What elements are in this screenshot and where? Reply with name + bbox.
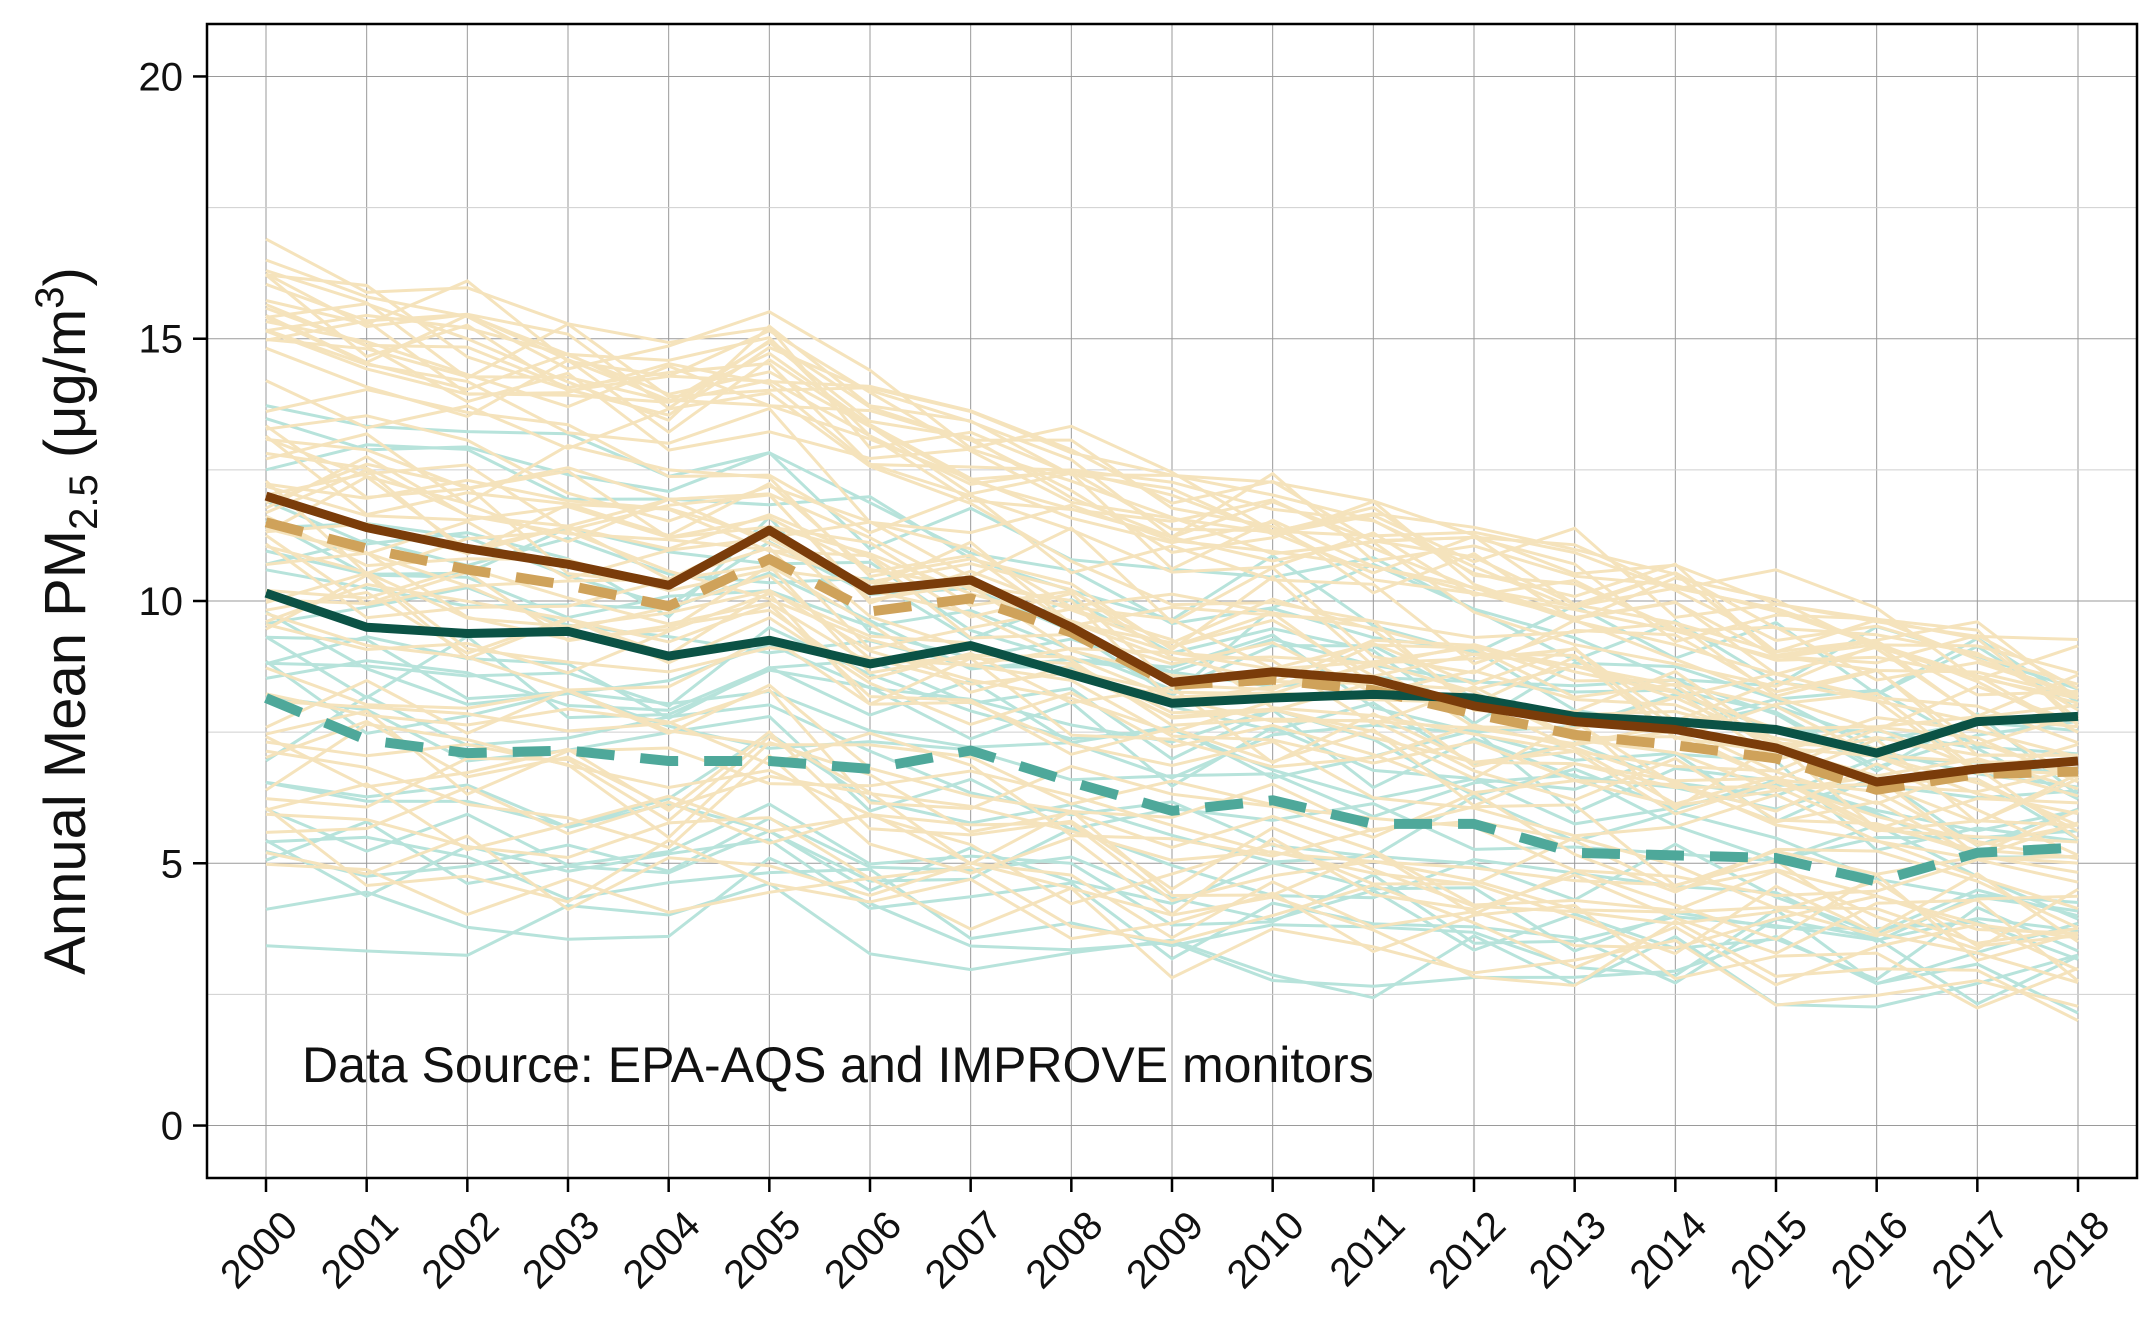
x-tick-label: 2006 bbox=[816, 1203, 910, 1297]
epa-site-line bbox=[265, 258, 2079, 686]
epa-site-line bbox=[265, 379, 2079, 747]
y-tick-label: 15 bbox=[139, 318, 184, 362]
x-tick-label: 2017 bbox=[1923, 1203, 2017, 1297]
epa-site-line bbox=[265, 806, 2079, 1010]
x-tick-label: 2008 bbox=[1017, 1203, 1111, 1297]
y-tick-label: 5 bbox=[161, 842, 183, 886]
summary-series bbox=[264, 491, 2079, 887]
y-axis-label-unit-open: (μg/m bbox=[33, 309, 98, 475]
x-tick-label: 2001 bbox=[313, 1203, 407, 1297]
improve-site-line bbox=[265, 658, 2079, 841]
epa-site-line bbox=[265, 862, 2079, 1008]
epa-site-line bbox=[265, 688, 2079, 898]
data-source-annotation: Data Source: EPA-AQS and IMPROVE monitor… bbox=[302, 1037, 1374, 1093]
epa-site-line bbox=[265, 437, 2079, 776]
x-tick-label: 2011 bbox=[1322, 1203, 1414, 1295]
epa-site-line bbox=[265, 434, 2079, 764]
y-axis-label-unit-close: ) bbox=[33, 267, 98, 286]
y-axis-label: Annual Mean PM2.5 (μg/m3) bbox=[28, 267, 106, 975]
epa-site-line bbox=[265, 834, 2079, 1022]
epa-site-line bbox=[265, 273, 2079, 721]
series-line-epa-aqs-median bbox=[264, 517, 2079, 795]
series-line-improve-median bbox=[264, 693, 2079, 887]
epa-site-line bbox=[265, 782, 2079, 984]
epa-site-lines bbox=[264, 237, 2080, 1022]
epa-site-line bbox=[265, 785, 2079, 972]
epa-site-line bbox=[265, 279, 2079, 682]
epa-site-line bbox=[265, 478, 2079, 776]
epa-site-line bbox=[265, 678, 2079, 930]
epa-site-line bbox=[264, 479, 2079, 825]
x-tick-label: 2013 bbox=[1521, 1203, 1615, 1297]
x-tick-label: 2010 bbox=[1219, 1203, 1313, 1297]
epa-site-line bbox=[265, 692, 2079, 935]
series-line-epa-aqs-mean bbox=[264, 491, 2079, 787]
epa-site-line bbox=[265, 730, 2079, 948]
axes: 0 5 10 15 20 2000 2001 2002 2003 2004 2005 2006 2007… bbox=[139, 55, 2119, 1297]
y-axis-label-superscript: 3 bbox=[28, 287, 72, 309]
epa-site-line bbox=[265, 338, 2079, 718]
epa-site-line bbox=[265, 313, 2079, 712]
x-tick-label: 2007 bbox=[917, 1203, 1011, 1297]
y-tick-label: 0 bbox=[161, 1105, 183, 1149]
epa-site-line bbox=[265, 570, 2079, 861]
x-tick-label: 2003 bbox=[514, 1203, 608, 1297]
x-tick-label: 2002 bbox=[413, 1203, 507, 1297]
epa-site-line bbox=[265, 387, 2079, 757]
epa-site-line bbox=[265, 734, 2079, 963]
x-tick-label: 2004 bbox=[615, 1203, 709, 1297]
epa-site-line bbox=[265, 329, 2079, 734]
y-axis-label-prefix: Annual Mean PM bbox=[33, 530, 98, 975]
x-tick-label: 2012 bbox=[1420, 1203, 1514, 1297]
epa-site-line bbox=[265, 454, 2079, 794]
y-tick-label: 10 bbox=[139, 580, 184, 624]
x-tick-label: 2005 bbox=[715, 1203, 809, 1297]
x-tick-label: 2018 bbox=[2024, 1203, 2118, 1297]
epa-site-line bbox=[265, 591, 2079, 861]
series-line-improve-mean bbox=[264, 588, 2079, 758]
epa-site-line bbox=[265, 582, 2079, 833]
improve-site-line bbox=[265, 802, 2079, 945]
epa-site-line bbox=[265, 812, 2079, 987]
x-tick-label: 2015 bbox=[1722, 1203, 1816, 1297]
epa-site-line bbox=[265, 566, 2079, 857]
x-tick-label: 2000 bbox=[212, 1203, 306, 1297]
epa-site-line bbox=[265, 269, 2079, 697]
x-tick-label: 2016 bbox=[1823, 1203, 1917, 1297]
improve-site-line bbox=[265, 694, 2079, 913]
x-tick-label: 2009 bbox=[1118, 1203, 1212, 1297]
y-tick-label: 20 bbox=[139, 55, 184, 99]
y-axis-label-subscript: 2.5 bbox=[62, 474, 106, 530]
x-tick-label: 2014 bbox=[1621, 1203, 1715, 1297]
improve-site-line bbox=[265, 780, 2079, 944]
